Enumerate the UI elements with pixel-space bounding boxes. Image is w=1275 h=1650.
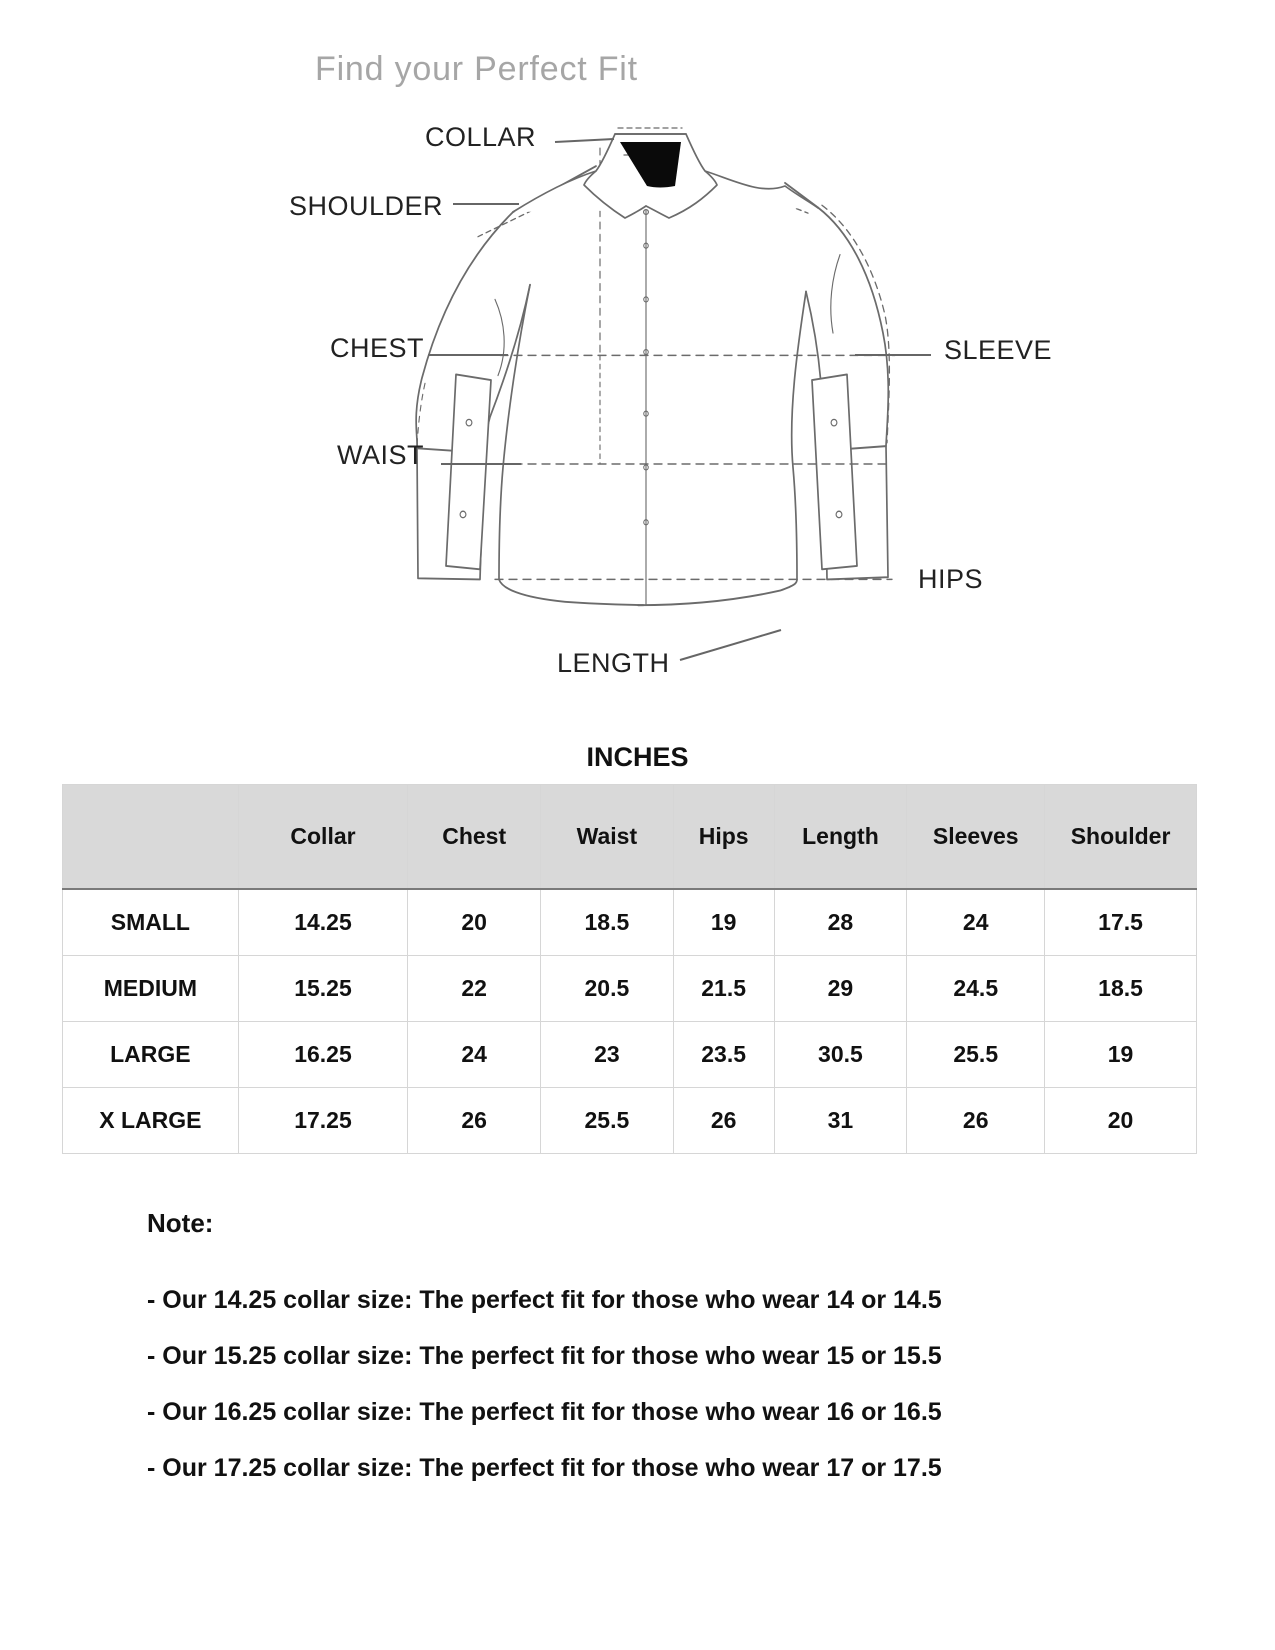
svg-text:SHOULDER: SHOULDER	[289, 191, 443, 221]
svg-text:COLLAR: COLLAR	[425, 122, 536, 152]
svg-text:CHEST: CHEST	[330, 333, 424, 363]
svg-text:SLEEVE: SLEEVE	[944, 335, 1052, 365]
svg-text:HIPS: HIPS	[918, 564, 983, 594]
svg-text:WAIST: WAIST	[337, 440, 424, 470]
svg-text:LENGTH: LENGTH	[557, 648, 670, 678]
